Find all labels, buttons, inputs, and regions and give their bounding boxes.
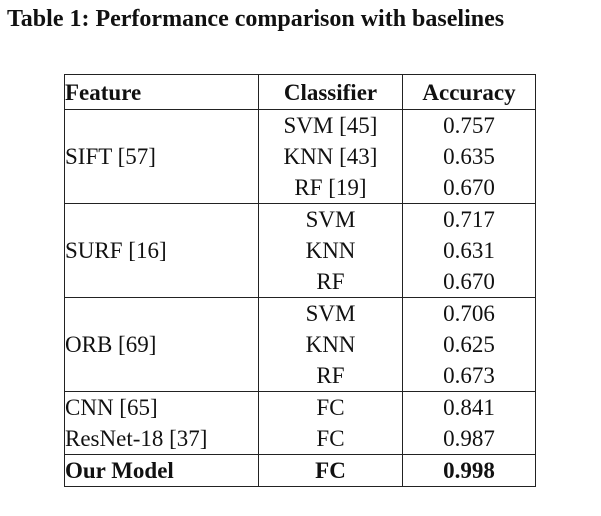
accuracy-cell: 0.841: [402, 391, 536, 423]
accuracy-cell: 0.998: [402, 454, 536, 487]
header-feature: Feature: [64, 74, 259, 110]
table-row: CNN [65] FC 0.841: [64, 391, 536, 423]
table-row: SIFT [57] SVM [45] 0.757: [64, 109, 536, 204]
feature-cell: CNN [65]: [64, 391, 259, 423]
accuracy-cell: 0.757: [402, 109, 536, 141]
classifier-cell: SVM: [258, 203, 403, 235]
classifier-cell: RF: [258, 360, 403, 392]
classifier-cell: FC: [258, 391, 403, 423]
table-row: ResNet-18 [37] FC 0.987: [64, 423, 536, 455]
classifier-cell: KNN: [258, 329, 403, 360]
header-classifier: Classifier: [258, 74, 403, 110]
table-row: KNN [43] 0.635: [65, 141, 536, 172]
header-accuracy: Accuracy: [402, 74, 536, 110]
feature-cell: ResNet-18 [37]: [64, 423, 259, 455]
accuracy-cell: 0.625: [402, 329, 536, 360]
feature-cell: SIFT [57]: [64, 109, 259, 204]
table-row: KNN 0.625: [65, 329, 536, 360]
classifier-cell: RF [19]: [258, 172, 403, 204]
classifier-cell: KNN: [258, 235, 403, 266]
feature-cell: ORB [69]: [64, 297, 259, 392]
classifier-cell: FC: [258, 454, 403, 487]
accuracy-cell: 0.706: [402, 297, 536, 329]
accuracy-cell: 0.670: [402, 172, 536, 204]
table-row: KNN 0.631: [65, 235, 536, 266]
classifier-cell: SVM [45]: [258, 109, 403, 141]
classifier-cell: FC: [258, 423, 403, 455]
table-header-row: Feature Classifier Accuracy: [64, 74, 536, 110]
feature-cell: SURF [16]: [64, 203, 259, 298]
accuracy-cell: 0.717: [402, 203, 536, 235]
accuracy-cell: 0.631: [402, 235, 536, 266]
table-row-ours: Our Model FC 0.998: [64, 454, 536, 487]
classifier-cell: RF: [258, 266, 403, 298]
accuracy-cell: 0.673: [402, 360, 536, 392]
accuracy-cell: 0.670: [402, 266, 536, 298]
accuracy-cell: 0.635: [402, 141, 536, 172]
classifier-cell: KNN [43]: [258, 141, 403, 172]
classifier-cell: SVM: [258, 297, 403, 329]
table-row: RF 0.673: [65, 360, 536, 392]
table-caption: Table 1: Performance comparison with bas…: [7, 6, 505, 32]
feature-cell: Our Model: [64, 454, 259, 487]
accuracy-cell: 0.987: [402, 423, 536, 455]
performance-table: Feature Classifier Accuracy SIFT [57] SV…: [64, 74, 536, 487]
table-row: SURF [16] SVM 0.717: [64, 203, 536, 298]
table-row: ORB [69] SVM 0.706: [64, 297, 536, 392]
